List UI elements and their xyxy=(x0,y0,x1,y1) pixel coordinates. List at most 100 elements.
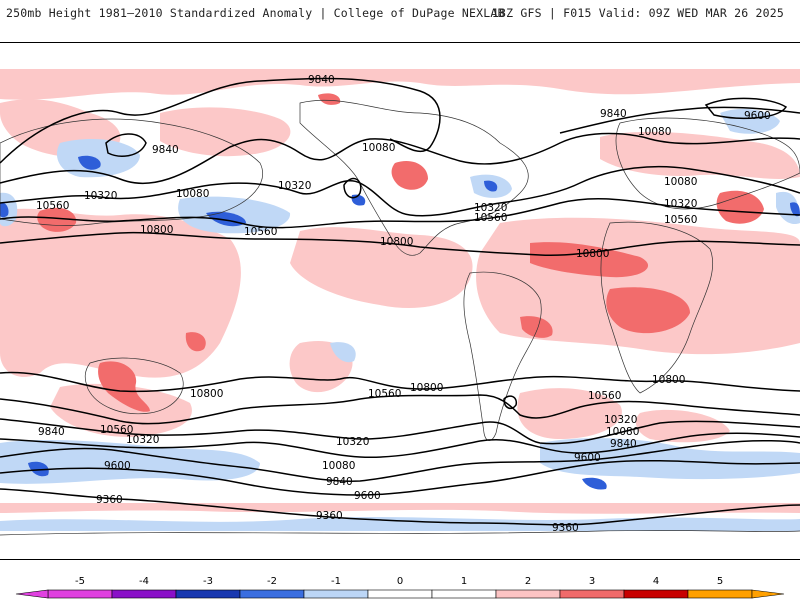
contour-10080-north xyxy=(0,132,800,185)
anomaly-area-southern-west xyxy=(0,440,260,484)
contour-label: 9840 xyxy=(326,476,353,488)
anomaly-core-west-edge-cold xyxy=(0,202,9,218)
coastline-australia xyxy=(84,357,184,415)
contour-9840-south xyxy=(0,439,800,482)
coastline-antarctica xyxy=(0,530,800,536)
coastline-africa xyxy=(600,221,714,394)
contour-label: 9600 xyxy=(354,490,381,502)
anomaly-area-east-edge-cold xyxy=(776,191,800,225)
anomaly-core-africa-south xyxy=(606,287,690,334)
contour-label: 10560 xyxy=(244,226,277,238)
colorbar-segment xyxy=(431,589,497,599)
strong-negative-anomaly-shading xyxy=(0,155,800,490)
anomaly-core-pacific xyxy=(185,332,206,352)
colorbar-segment xyxy=(111,589,177,599)
contour-label: 10320 xyxy=(604,414,637,426)
colorbar-segment xyxy=(239,589,305,599)
contour-ring-pacific xyxy=(343,177,362,199)
anomaly-core-asia-cold xyxy=(78,155,101,170)
contour-9840-north-east xyxy=(559,106,800,134)
contour-label: 10080 xyxy=(606,426,639,438)
contour-label: 10080 xyxy=(362,142,395,154)
anomaly-core-central-africa xyxy=(530,242,649,278)
colorbar-tick-label: 1 xyxy=(461,576,467,587)
colorbar-arrow-left xyxy=(15,589,49,599)
contour-label: 10320 xyxy=(84,190,117,202)
contour-label: 9360 xyxy=(316,510,343,522)
contour-10560-north xyxy=(0,197,800,229)
colorbar-arrow-right xyxy=(751,589,785,599)
colorbar-tick-labels: -5 -4 -3 -2 -1 0 1 2 3 4 5 xyxy=(75,576,723,587)
contour-label: 9600 xyxy=(744,110,771,122)
anomaly-core-north-america xyxy=(391,160,428,190)
contour-label: 9840 xyxy=(308,74,335,86)
anomaly-core-arabia xyxy=(716,190,764,224)
contour-9600-north-east xyxy=(704,97,788,120)
anomaly-area-scandinavia-cold xyxy=(720,108,780,134)
colorbar-tick-label: -2 xyxy=(267,576,277,587)
contour-10800-south xyxy=(0,371,800,393)
anomaly-area-tropics-west xyxy=(0,208,241,378)
anomaly-core-east-edge-cold xyxy=(790,202,800,217)
colorbar-segment xyxy=(559,589,625,599)
colorbar-tick-label: 0 xyxy=(397,576,403,587)
contour-label: 10080 xyxy=(322,460,355,472)
contour-label: 9600 xyxy=(104,460,131,472)
contour-label: 9360 xyxy=(552,522,579,534)
colorbar-segment xyxy=(175,589,241,599)
colorbar-tick-label: 2 xyxy=(525,576,531,587)
colorbar-tick-label: -3 xyxy=(203,576,213,587)
colorbar-tick-label: -1 xyxy=(331,576,341,587)
contour-label: 10800 xyxy=(652,374,685,386)
contour-9600-south xyxy=(0,459,800,496)
model-run-info: 18Z GFS | F015 Valid: 09Z WED MAR 26 202… xyxy=(491,6,784,20)
contour-10800-north xyxy=(0,231,800,257)
contour-10560-south xyxy=(0,394,800,425)
colorbar-tick-label: 4 xyxy=(653,576,659,587)
contour-label: 10080 xyxy=(638,126,671,138)
coastline-south-america xyxy=(463,271,542,441)
anomaly-area-southern-east xyxy=(540,438,800,480)
colorbar-segment xyxy=(367,589,433,599)
anomaly-core-southern-east-cold xyxy=(582,477,607,490)
contour-label: 10560 xyxy=(100,424,133,436)
anomaly-area-south-atlantic xyxy=(517,388,622,439)
anomaly-core-arctic xyxy=(318,93,341,105)
anomaly-area-south-pacific-cold xyxy=(330,342,356,363)
contour-label: 10800 xyxy=(140,224,173,236)
contour-label: 10800 xyxy=(380,236,413,248)
colorbar-segment xyxy=(303,589,369,599)
strong-positive-anomaly-shading xyxy=(37,93,764,412)
coastline-north-america xyxy=(299,99,529,256)
contour-label: 10560 xyxy=(368,388,401,400)
anomaly-colorbar: -5 -4 -3 -2 -1 0 1 2 3 4 5 xyxy=(0,568,800,600)
contour-label: 10320 xyxy=(474,202,507,214)
anomaly-core-southern-cold xyxy=(28,461,49,477)
contour-label: 9840 xyxy=(600,108,627,120)
contour-label: 10560 xyxy=(36,200,69,212)
colorbar-segment xyxy=(623,589,689,599)
anomaly-area-pacific-north xyxy=(160,107,291,157)
anomaly-area-southern-band xyxy=(0,517,800,531)
contour-label: 10560 xyxy=(664,214,697,226)
contour-label: 9360 xyxy=(96,494,123,506)
contour-label: 9840 xyxy=(152,144,179,156)
anomaly-area-north-band xyxy=(0,69,800,100)
negative-anomaly-shading xyxy=(0,108,800,531)
header-bar: 250mb Height 1981–2010 Standardized Anom… xyxy=(0,0,800,24)
contour-label: 10080 xyxy=(176,188,209,200)
contour-10320-south xyxy=(0,418,800,445)
coastline-europe xyxy=(615,117,800,210)
anomaly-core-south-america xyxy=(520,316,553,338)
colorbar-segment xyxy=(47,589,113,599)
contour-labels: 9840 9840 9840 9600 10080 10080 10080 10… xyxy=(36,74,771,534)
colorbar-segment xyxy=(687,589,753,599)
contour-ring-south-america xyxy=(503,395,518,410)
contour-label: 10320 xyxy=(278,180,311,192)
anomaly-core-australia xyxy=(98,361,150,412)
contour-label: 9600 xyxy=(574,452,601,464)
contour-label: 10800 xyxy=(190,388,223,400)
anomaly-core-great-lakes-cold xyxy=(484,180,498,192)
coastlines xyxy=(0,99,800,536)
contour-label: 10560 xyxy=(588,390,621,402)
